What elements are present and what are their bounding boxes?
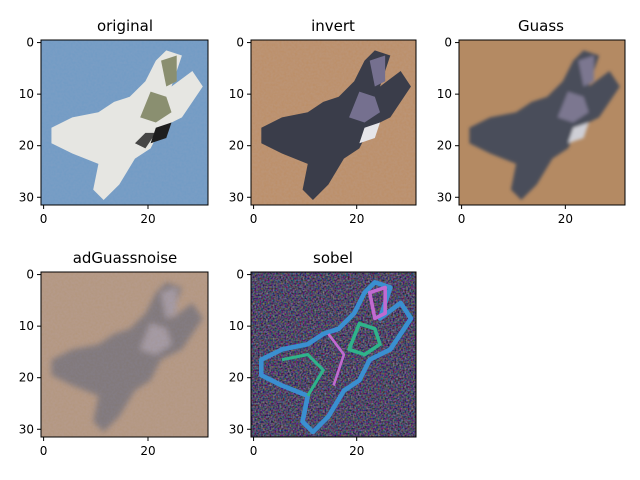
y-tick-label: 0 [26,268,34,282]
x-tick-label: 20 [349,212,364,226]
y-tick-label: 10 [229,87,244,101]
y-tick-label: 20 [19,139,34,153]
axes-frame [250,271,417,438]
axes-frame [40,271,209,438]
panel-guass: Guass [458,17,626,206]
x-tick-label: 0 [250,444,258,458]
panel-adguassnoise: adGuassnoise [40,249,209,438]
y-tick-label: 20 [437,139,452,153]
y-tick-label: 10 [19,87,34,101]
image-original [41,40,208,205]
y-tick-label: 30 [229,422,244,436]
y-tick-label: 0 [236,36,244,50]
panel-title: invert [311,17,355,35]
x-tick-label: 20 [349,444,364,458]
y-tick-label: 30 [19,422,34,436]
image-adguassnoise [41,272,208,437]
y-tick-label: 10 [229,319,244,333]
x-tick-label: 0 [458,212,466,226]
x-tick-label: 20 [558,212,573,226]
axes-frame [40,39,209,206]
panel-title: adGuassnoise [73,249,178,267]
y-tick-label: 30 [437,190,452,204]
panel-original: original [40,17,209,206]
image-sobel [251,272,416,437]
y-tick-label: 30 [19,190,34,204]
image-invert [251,40,416,205]
y-tick-label: 30 [229,190,244,204]
x-tick-label: 0 [40,444,48,458]
y-tick-label: 20 [229,371,244,385]
image-guass [459,40,625,205]
axis-ticks: 0 10 20 30 0 20 0 10 20 30 0 20 0 10 20 30 0 20 0 10 20 30 0 20… [19,36,573,458]
panel-title: original [97,17,153,35]
axes-frame [458,39,626,206]
y-tick-label: 10 [19,319,34,333]
panel-title: Guass [518,17,564,35]
panel-sobel: sobel [250,249,417,438]
panel-title: sobel [313,249,353,267]
x-tick-label: 0 [250,212,258,226]
x-tick-label: 20 [140,212,155,226]
y-tick-label: 20 [229,139,244,153]
x-tick-label: 0 [40,212,48,226]
y-tick-label: 0 [26,36,34,50]
y-tick-label: 0 [444,36,452,50]
y-tick-label: 20 [19,371,34,385]
y-tick-label: 0 [236,268,244,282]
x-tick-label: 20 [140,444,155,458]
panel-invert: invert [250,17,417,206]
axes-frame [250,39,417,206]
y-tick-label: 10 [437,87,452,101]
